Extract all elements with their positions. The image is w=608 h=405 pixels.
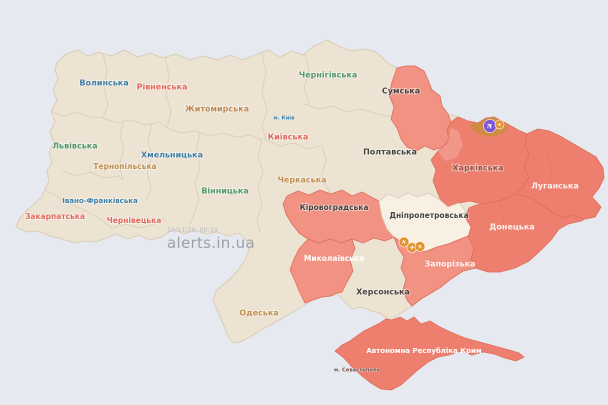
- drone-icon: ✈: [408, 243, 415, 252]
- region-label-dnipropetrovska: Дніпропетровська: [389, 211, 468, 220]
- region-label-zhytomyrska: Житомирська: [185, 105, 249, 114]
- region-label-khmelnytska: Хмельницька: [141, 151, 203, 160]
- region-label-donetska: Донецька: [489, 223, 534, 232]
- uav-marker[interactable]: ✈: [414, 241, 426, 252]
- region-zaporizka[interactable]: [393, 235, 477, 307]
- region-label-sumska: Сумська: [382, 87, 420, 96]
- raion-border: [448, 138, 486, 156]
- oblast-border: [146, 123, 153, 201]
- region-label-khersonska: Херсонська: [356, 288, 410, 297]
- region-label-kirovohradska: Кіровоградська: [300, 203, 369, 212]
- uav-marker[interactable]: ✈: [398, 236, 410, 248]
- region-label-zakarpatska: Закарпатська: [25, 212, 85, 221]
- uav-marker[interactable]: ✈: [406, 242, 418, 253]
- oblast-border: [44, 189, 113, 229]
- oblast-border: [164, 55, 172, 129]
- region-label-cherkaska: Черкаська: [277, 176, 326, 185]
- oblast-border: [111, 217, 166, 229]
- oblast-border: [304, 103, 391, 118]
- region-label-lvivska: Львівська: [52, 141, 97, 151]
- region-label-odeska: Одеська: [239, 309, 278, 318]
- city-label-kyiv: м. Київ: [274, 116, 296, 122]
- region-label-kyivska: Київська: [268, 133, 309, 142]
- kharkiv-raion-shade: [438, 127, 463, 161]
- raion-border: [544, 147, 553, 193]
- region-label-kharkivska: Харківська: [452, 163, 503, 173]
- drone-icon: ✈: [415, 242, 425, 251]
- oblast-border: [118, 119, 125, 181]
- region-crimea[interactable]: [334, 316, 525, 391]
- region-label-zaporizka: Запорізька: [424, 259, 475, 269]
- region-label-ternopilska: Тернопільська: [93, 162, 156, 171]
- oblast-border: [61, 169, 124, 181]
- drone-icon: ✈: [400, 237, 409, 247]
- oblast-border: [303, 52, 310, 105]
- region-label-chernihivska: Чернігівська: [299, 70, 358, 80]
- oblast-border: [261, 52, 268, 141]
- region-donetska[interactable]: [464, 193, 585, 273]
- oblast-border: [102, 53, 109, 119]
- region-label-volynska: Волинська: [79, 79, 128, 88]
- region-label-luhanska: Луганська: [531, 182, 579, 191]
- oblast-border: [321, 145, 332, 194]
- city-label-sevastopol: м. Севастополь: [334, 368, 381, 374]
- oblast-border: [265, 139, 323, 150]
- region-label-poltavska: Полтавська: [363, 148, 417, 157]
- region-label-mykolaivska: Миколаївська: [304, 254, 364, 263]
- region-label-rivnenska: Рівненська: [137, 82, 188, 92]
- raion-border: [499, 204, 505, 244]
- region-label-chernivetska: Чернівецька: [107, 216, 162, 225]
- region-label-vinnytska: Вінницька: [201, 186, 248, 196]
- uav-marker[interactable]: ✈: [483, 119, 497, 133]
- drone-icon: ✈: [496, 121, 503, 129]
- uav-marker[interactable]: ✈: [494, 119, 505, 129]
- region-kirovohradska[interactable]: [282, 189, 395, 244]
- oblast-border: [50, 110, 168, 129]
- region-label-ivano_frankivska: Івано-Франківська: [62, 197, 138, 205]
- region-label-crimea: Автономна Республіка Крим: [366, 347, 481, 355]
- oblast-border: [256, 139, 264, 233]
- region-mykolaivska[interactable]: [289, 238, 356, 304]
- oblast-border: [189, 132, 201, 225]
- oblast-border: [166, 127, 263, 141]
